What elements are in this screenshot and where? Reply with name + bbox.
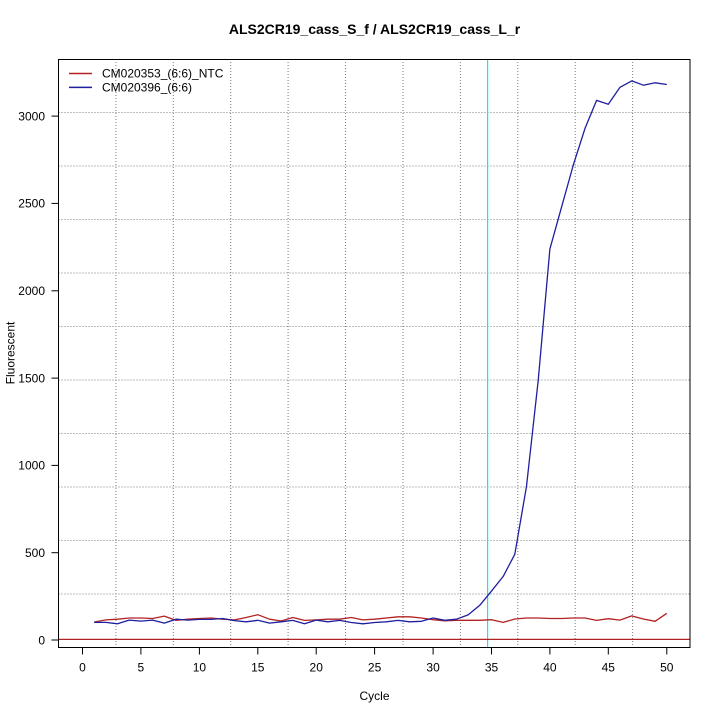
svg-text:1000: 1000 (18, 459, 45, 473)
svg-text:500: 500 (25, 546, 45, 560)
svg-text:45: 45 (602, 661, 616, 675)
svg-text:10: 10 (193, 661, 207, 675)
svg-text:1500: 1500 (18, 371, 45, 385)
svg-text:CM020396_(6:6): CM020396_(6:6) (102, 80, 192, 94)
svg-text:5: 5 (138, 661, 145, 675)
svg-text:30: 30 (426, 661, 440, 675)
svg-text:0: 0 (79, 661, 86, 675)
svg-text:35: 35 (485, 661, 499, 675)
svg-text:20: 20 (310, 661, 324, 675)
svg-text:25: 25 (368, 661, 382, 675)
svg-text:Cycle: Cycle (359, 689, 389, 703)
svg-text:ALS2CR19_cass_S_f / ALS2CR19_c: ALS2CR19_cass_S_f / ALS2CR19_cass_L_r (229, 21, 521, 37)
svg-text:2500: 2500 (18, 197, 45, 211)
svg-text:3000: 3000 (18, 109, 45, 123)
svg-text:Fluorescent: Fluorescent (4, 321, 18, 384)
svg-text:2000: 2000 (18, 284, 45, 298)
svg-text:15: 15 (251, 661, 265, 675)
svg-text:40: 40 (543, 661, 557, 675)
svg-text:0: 0 (38, 633, 45, 647)
svg-text:50: 50 (660, 661, 674, 675)
svg-text:CM020353_(6:6)_NTC: CM020353_(6:6)_NTC (102, 67, 224, 81)
